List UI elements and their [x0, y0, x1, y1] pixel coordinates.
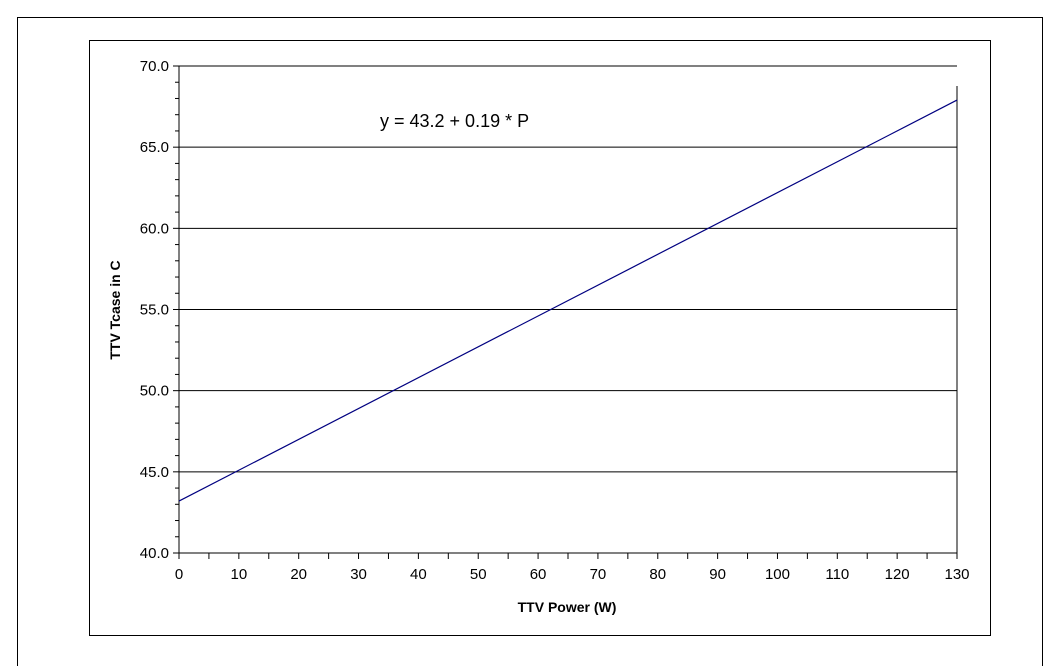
x-tick-label: 60 [530, 566, 547, 583]
x-tick-label: 70 [590, 566, 607, 583]
x-tick-label: 20 [290, 566, 307, 583]
series-line [178, 99, 958, 502]
series-layer [178, 99, 958, 502]
x-tick-label: 0 [175, 566, 183, 583]
y-tick-label: 45.0 [140, 464, 169, 481]
minor-ticks [175, 81, 928, 559]
x-tick-label: 120 [885, 566, 910, 583]
y-tick-label: 70.0 [140, 58, 169, 75]
axes [173, 65, 958, 559]
x-tick-label: 10 [231, 566, 248, 583]
x-tick-label: 130 [944, 566, 969, 583]
y-tick-label: 65.0 [140, 139, 169, 156]
x-tick-labels: 0 10 20 30 40 50 60 70 80 90 100 110 120 130 [175, 566, 970, 583]
y-tick-label: 60.0 [140, 220, 169, 237]
x-tick-label: 50 [470, 566, 487, 583]
x-tick-label: 40 [410, 566, 427, 583]
x-tick-label: 90 [709, 566, 726, 583]
equation-annotation: y = 43.2 + 0.19 * P [380, 111, 529, 131]
y-axis-title: TTV Tcase in C [107, 260, 123, 359]
y-tick-label: 50.0 [140, 383, 169, 400]
outer-frame [17, 17, 1043, 666]
y-tick-label: 40.0 [140, 545, 169, 562]
x-axis-title: TTV Power (W) [518, 599, 617, 615]
y-tick-labels: 40.0 45.0 50.0 55.0 60.0 65.0 70.0 [140, 58, 169, 562]
y-tick-label: 55.0 [140, 302, 169, 319]
x-tick-label: 30 [350, 566, 367, 583]
x-tick-label: 80 [649, 566, 666, 583]
grid-lines [179, 65, 957, 473]
chart-area [89, 40, 991, 636]
x-tick-label: 110 [825, 566, 849, 583]
x-tick-label: 100 [765, 566, 790, 583]
